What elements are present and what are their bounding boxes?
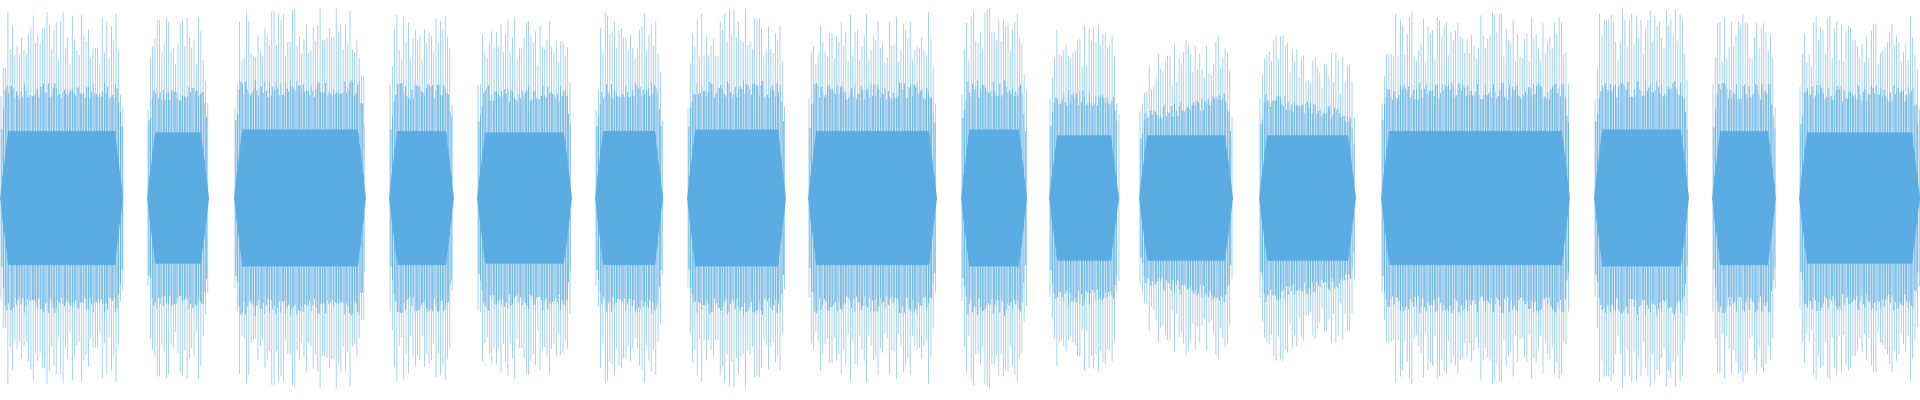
waveform-burst (147, 17, 209, 379)
waveform-burst (1049, 24, 1120, 372)
waveform-burst (961, 7, 1027, 389)
waveform-burst (1381, 12, 1570, 384)
waveform-burst (1259, 34, 1356, 362)
waveform-burst (808, 12, 937, 384)
waveform-burst (389, 15, 454, 381)
waveform-burst (1799, 16, 1920, 380)
waveform-burst (687, 8, 786, 388)
waveform-burst (477, 17, 572, 379)
waveform-core (1049, 135, 1119, 261)
waveform-burst (1594, 8, 1689, 388)
waveform-burst (595, 12, 664, 384)
waveform-burst (234, 8, 366, 388)
waveform-burst (1139, 36, 1233, 360)
waveform-burst (1712, 14, 1776, 382)
waveform-burst (0, 12, 124, 384)
